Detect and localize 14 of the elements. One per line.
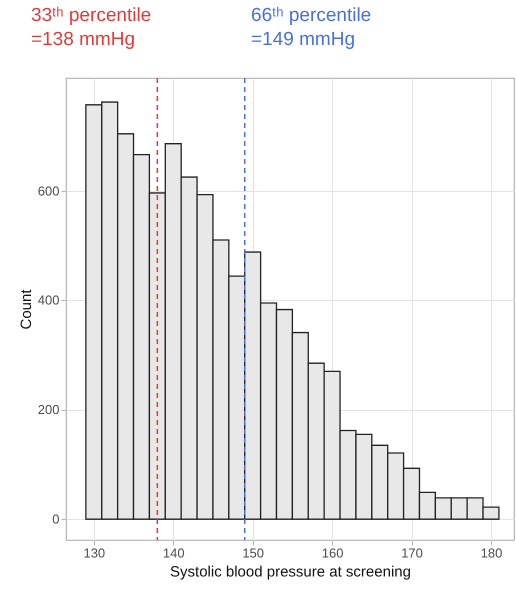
y-tick-label: 600 [38, 183, 60, 198]
x-tick-label: 170 [401, 546, 423, 560]
ref-line-label: 66ᵗʰ percentile =149 mmHg [251, 5, 372, 50]
y-axis-title: Count [18, 288, 35, 330]
x-tick-label: 160 [322, 546, 344, 560]
ref-line-label: 33ᵗʰ percentile =138 mmHg [31, 5, 152, 50]
y-tick-label: 200 [38, 402, 60, 418]
y-tick-label: 0 [52, 512, 60, 527]
x-tick-label: 130 [83, 546, 106, 560]
y-tick-label: 400 [38, 292, 60, 308]
x-axis-title: Systolic blood pressure at screening [170, 564, 411, 580]
x-tick-label: 180 [480, 546, 502, 560]
x-tick-label: 140 [162, 546, 185, 560]
x-tick-label: 150 [242, 546, 264, 560]
